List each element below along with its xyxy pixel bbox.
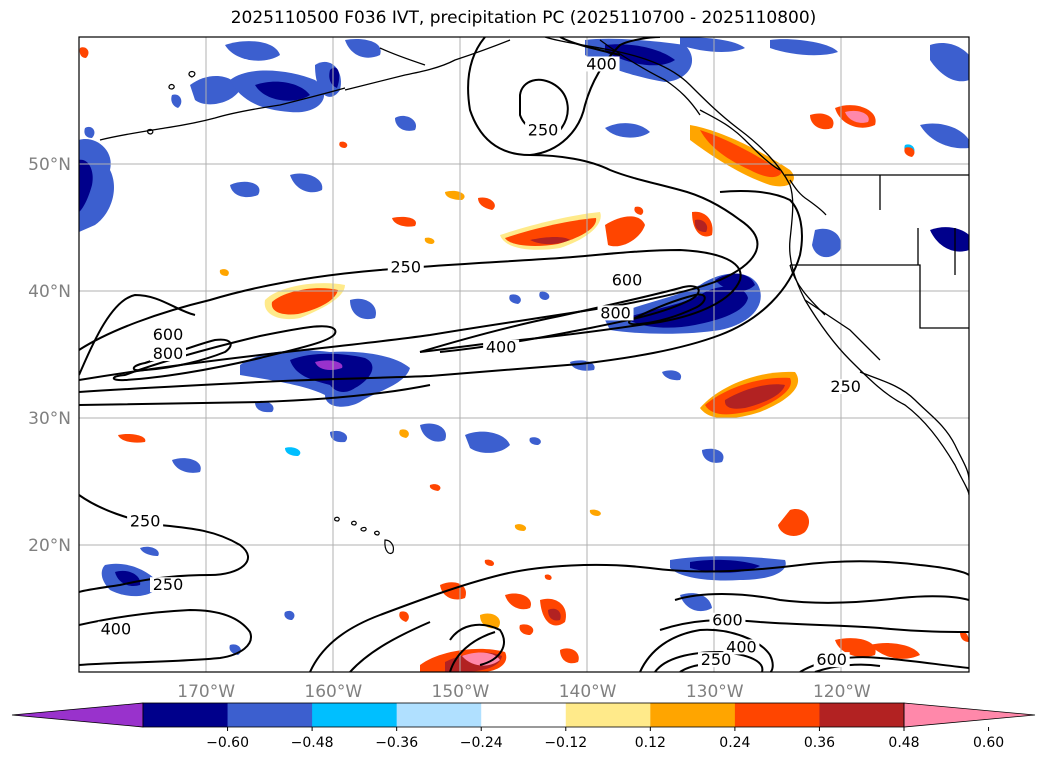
colorbar-box [565,703,651,727]
lon-tick-label: 120°W [813,682,871,702]
contour-label: 800 [600,303,631,322]
colorbar-ticks: −0.60 −0.48 −0.36 −0.24 −0.12 0.12 0.24 0.36 0.4… [206,727,1004,751]
colorbar-extend-max [903,702,1036,728]
contour-label-bg [709,612,746,628]
contour-label: 600 [153,325,184,344]
colorbar-tick-label: −0.24 [460,735,503,751]
contour-label: 250 [830,377,861,396]
contour-label-bg [583,56,620,72]
map-title: 2025110500 F036 IVT, precipitation PC (2… [230,8,817,28]
colorbar-tick-label: 0.12 [635,735,666,751]
map-area [79,37,969,672]
contour-label: 250 [390,258,421,277]
lat-tick-label: 20°N [28,536,71,556]
colorbar-box [819,703,905,727]
contour-label-bg [483,339,520,355]
contour-label-bg [813,652,850,668]
colorbar-box [396,703,482,727]
contour-label: 400 [101,620,132,639]
contour-label-bg [127,513,164,529]
lat-tick-label: 50°N [28,155,71,175]
colorbar-tick-label: −0.60 [206,735,249,751]
contour-label-bg [697,652,734,668]
contour-label: 600 [712,611,743,630]
lon-tick-label: 150°W [432,682,490,702]
colorbar-tick-label: −0.48 [291,735,334,751]
colorbar-extend-min [11,702,144,728]
contour-label: 250 [528,121,559,140]
longitude-labels: 170°W 160°W 150°W 140°W 130°W 120°W [177,682,871,702]
contour-label-bg [150,326,186,342]
contour-label: 600 [612,270,643,289]
colorbar-tick-label: 0.24 [719,735,750,751]
colorbar-box [734,703,820,727]
contour-label-bg [97,621,134,637]
colorbar-box [481,703,567,727]
lon-tick-label: 130°W [686,682,744,702]
contour-label-bg [608,272,645,288]
contour-label-bg [525,122,562,138]
lon-tick-label: 160°W [304,682,362,702]
colorbar-tick-label: −0.36 [375,735,418,751]
colorbar-tick-label: −0.12 [544,735,587,751]
lon-tick-label: 140°W [559,682,617,702]
contour-label: 600 [816,650,847,669]
contour-label-bg [387,259,424,275]
colorbar-tick-label: 0.48 [888,735,919,751]
coastlines [99,37,969,496]
colorbar-box [650,703,736,727]
lat-tick-label: 30°N [28,409,71,429]
lon-tick-label: 170°W [177,682,235,702]
contour-label: 400 [586,54,617,73]
map-frame [78,36,970,673]
colorbar-boxes [11,702,1036,728]
colorbar-box [227,703,313,727]
contour-label: 400 [726,637,757,656]
contour-label: 800 [153,344,184,363]
lat-tick-label: 40°N [28,282,71,302]
contour-label: 400 [486,338,517,357]
contour-label: 250 [153,575,184,594]
colorbar-box [312,703,398,727]
colorbar: −0.60 −0.48 −0.36 −0.24 −0.12 0.12 0.24 0.36 0.4… [11,702,1036,751]
contour-label-bg [150,346,186,362]
colorbar-box [143,703,229,727]
contour-label-bg [150,577,186,593]
contour-label-bg [827,379,864,395]
islands [147,70,395,555]
colorbar-tick-label: 0.60 [973,735,1004,751]
contour-label-bg [597,305,634,321]
ivt-contours [79,37,969,672]
grid-lines [79,37,969,672]
contour-label: 250 [701,650,732,669]
colorbar-outline [142,702,905,728]
contour-label: 250 [130,512,161,531]
colorbar-tick-label: 0.36 [804,735,835,751]
latitude-labels: 20°N 30°N 40°N 50°N [28,155,71,556]
contour-label-bg [723,639,760,655]
